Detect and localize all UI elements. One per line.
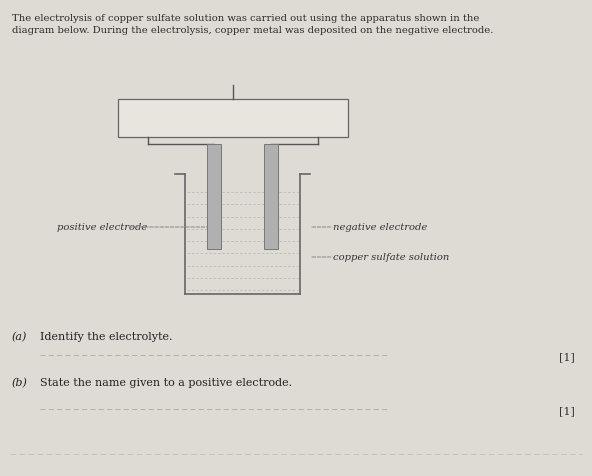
Text: State the name given to a positive electrode.: State the name given to a positive elect… <box>40 377 292 387</box>
Bar <box>207 145 221 249</box>
Text: positive electrode: positive electrode <box>57 223 147 232</box>
Text: [1]: [1] <box>559 405 575 415</box>
Text: (a): (a) <box>12 331 27 342</box>
Text: [1]: [1] <box>559 351 575 361</box>
Text: diagram below. During the electrolysis, copper metal was deposited on the negati: diagram below. During the electrolysis, … <box>12 26 493 35</box>
Text: copper sulfate solution: copper sulfate solution <box>333 253 449 262</box>
Text: negative electrode: negative electrode <box>333 223 427 232</box>
Bar <box>264 145 278 249</box>
Text: (b): (b) <box>12 377 28 387</box>
Bar <box>118 100 348 138</box>
Text: Identify the electrolyte.: Identify the electrolyte. <box>40 331 172 341</box>
Text: The electrolysis of copper sulfate solution was carried out using the apparatus : The electrolysis of copper sulfate solut… <box>12 14 480 23</box>
